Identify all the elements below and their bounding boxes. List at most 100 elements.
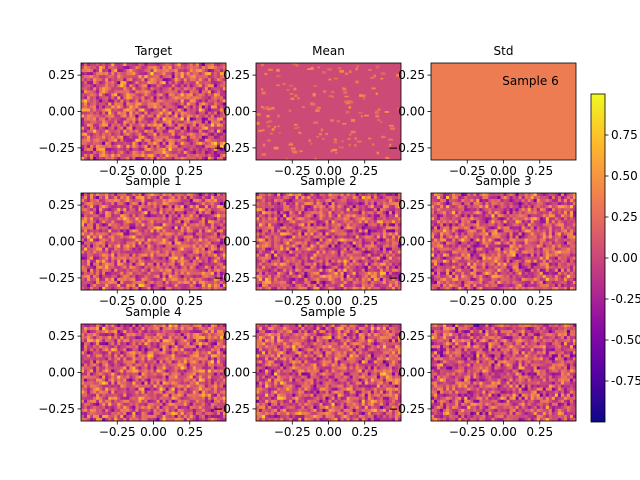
heatmap-cell	[346, 205, 350, 209]
heatmap-speck	[373, 74, 376, 78]
heatmap-cell	[222, 217, 227, 221]
heatmap-cell	[147, 265, 151, 270]
heatmap-cell	[201, 129, 206, 134]
heatmap-cell	[334, 250, 338, 254]
heatmap-cell	[301, 271, 305, 276]
heatmap-cell	[376, 205, 381, 209]
heatmap-cell	[376, 253, 381, 257]
heatmap-cell	[394, 235, 399, 239]
heatmap-cell	[310, 223, 314, 227]
heatmap-cell	[192, 135, 197, 140]
heatmap-cell	[295, 217, 299, 221]
heatmap-cell	[117, 153, 121, 158]
heatmap-cell	[138, 217, 142, 221]
heatmap-speck	[288, 143, 294, 146]
heatmap-speck	[349, 133, 352, 136]
heatmap-cell	[337, 268, 341, 273]
heatmap-cell	[379, 268, 384, 273]
heatmap-cell	[99, 105, 103, 109]
heatmap-cell	[385, 235, 390, 239]
heatmap-cell	[186, 268, 191, 273]
heatmap-cell	[144, 244, 148, 248]
heatmap-cell	[355, 235, 360, 239]
heatmap-speck	[312, 93, 316, 97]
heatmap-cell	[198, 235, 203, 239]
heatmap-cell	[222, 111, 227, 115]
heatmap-cell	[286, 196, 290, 200]
heatmap-cell	[201, 105, 206, 109]
heatmap-cell	[138, 108, 142, 112]
heatmap-cell	[138, 208, 142, 212]
heatmap-cell	[180, 220, 185, 224]
heatmap-cell	[195, 265, 200, 270]
heatmap-cell	[198, 286, 203, 291]
heatmap-cell	[213, 84, 218, 88]
heatmap-cell	[289, 286, 293, 291]
heatmap-cell	[343, 220, 347, 224]
heatmap-cell	[174, 105, 178, 109]
heatmap-cell	[135, 90, 139, 94]
heatmap-cell	[180, 63, 185, 67]
heatmap-cell	[195, 277, 200, 282]
heatmap-cell	[256, 256, 260, 260]
heatmap-cell	[497, 199, 501, 203]
heatmap-cell	[192, 66, 197, 70]
heatmap-cell	[87, 229, 91, 233]
heatmap-cell	[135, 66, 139, 70]
heatmap-cell	[153, 199, 157, 203]
heatmap-cell	[376, 259, 381, 264]
heatmap-cell	[283, 259, 287, 264]
heatmap-cell	[310, 259, 314, 264]
heatmap-cell	[210, 78, 215, 82]
heatmap-cell	[216, 241, 221, 245]
heatmap-cell	[216, 78, 221, 82]
heatmap-cell	[123, 117, 127, 121]
heatmap-cell	[213, 259, 218, 264]
heatmap-cell	[117, 156, 121, 161]
heatmap-cell	[105, 256, 109, 260]
heatmap-cell	[213, 277, 218, 282]
heatmap-cell	[159, 271, 163, 276]
heatmap-cell	[271, 226, 275, 230]
heatmap-cell	[373, 208, 378, 212]
heatmap-cell	[464, 193, 468, 197]
heatmap-cell	[147, 220, 151, 224]
heatmap-cell	[90, 286, 94, 291]
heatmap-cell	[370, 199, 375, 203]
heatmap-cell	[307, 220, 311, 224]
heatmap-cell	[123, 108, 127, 112]
heatmap-cell	[114, 150, 118, 155]
heatmap-cell	[358, 229, 363, 233]
heatmap-cell	[207, 241, 212, 245]
heatmap-cell	[295, 256, 299, 260]
heatmap-cell	[328, 220, 332, 224]
heatmap-cell	[434, 193, 438, 197]
heatmap-cell	[108, 102, 112, 106]
heatmap-cell	[150, 274, 154, 279]
heatmap-cell	[216, 238, 221, 242]
heatmap-cell	[159, 226, 163, 230]
heatmap-cell	[96, 271, 100, 276]
heatmap-cell	[373, 271, 378, 276]
heatmap-cell	[114, 220, 118, 224]
heatmap-cell	[183, 220, 188, 224]
heatmap-cell	[563, 199, 568, 203]
heatmap-cell	[361, 256, 366, 260]
heatmap-speck	[267, 120, 273, 123]
heatmap-cell	[141, 108, 145, 112]
heatmap-cell	[123, 268, 127, 273]
heatmap-cell	[105, 96, 109, 100]
heatmap-cell	[222, 286, 227, 291]
heatmap-cell	[361, 253, 366, 257]
heatmap-cell	[141, 72, 145, 76]
heatmap-cell	[96, 111, 100, 115]
heatmap-cell	[328, 208, 332, 212]
heatmap-cell	[271, 244, 275, 248]
heatmap-cell	[114, 120, 118, 124]
heatmap-cell	[132, 226, 136, 230]
heatmap-cell	[391, 247, 396, 251]
heatmap-cell	[96, 283, 100, 288]
heatmap-cell	[150, 75, 154, 79]
heatmap-cell	[259, 247, 263, 251]
heatmap-cell	[96, 259, 100, 264]
